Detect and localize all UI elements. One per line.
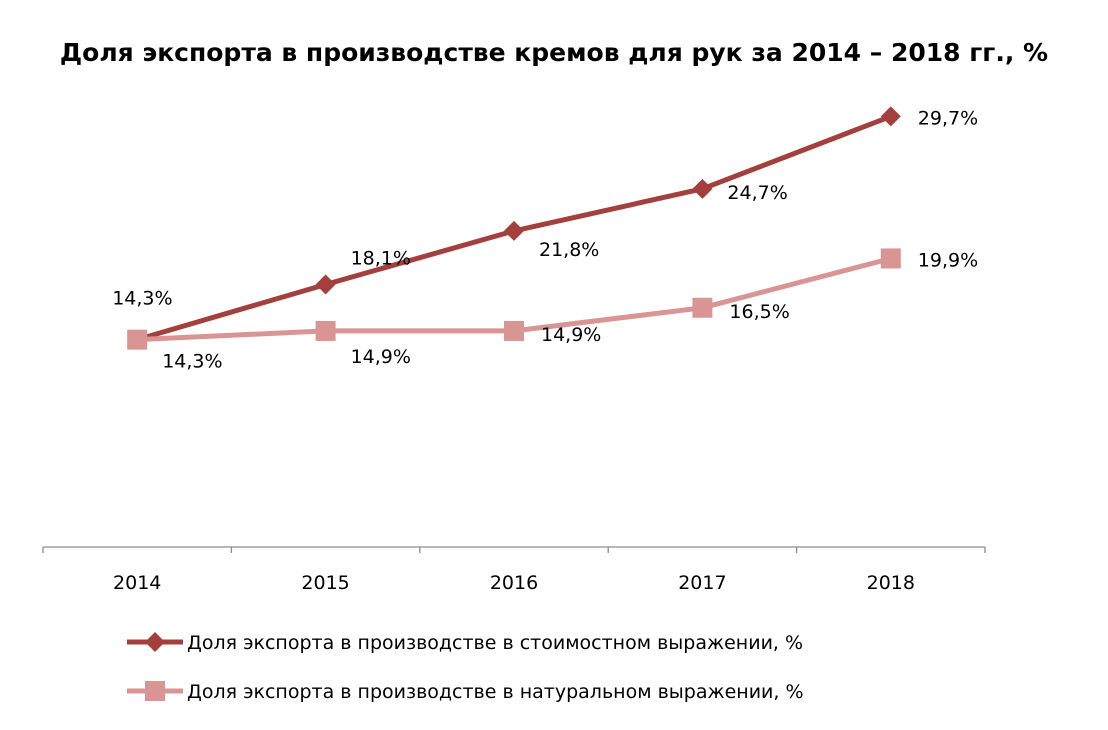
- x-tick-label: 2017: [678, 572, 726, 594]
- data-label: 21,8%: [539, 239, 599, 261]
- series-2-marker: [880, 248, 901, 269]
- data-label: 14,9%: [351, 346, 411, 368]
- series-1-marker: [504, 220, 524, 241]
- x-tick-label: 2018: [867, 572, 915, 594]
- data-label: 14,9%: [541, 324, 601, 346]
- data-label: 24,7%: [727, 182, 787, 204]
- x-axis: 2014 2015 2016 2017 2018: [42, 546, 986, 594]
- series-1-marker: [315, 274, 336, 295]
- chart-title: Доля экспорта в производстве кремов для …: [59, 38, 1049, 67]
- series-2-marker: [504, 320, 524, 341]
- series-1-marker: [692, 178, 713, 199]
- data-label: 18,1%: [351, 248, 411, 270]
- data-label: 19,9%: [918, 249, 978, 271]
- legend-label: Доля экспорта в производстве в стоимостн…: [187, 632, 803, 654]
- x-tick-label: 2016: [490, 572, 538, 594]
- data-label: 14,3%: [162, 351, 222, 373]
- x-tick-label: 2014: [113, 572, 161, 594]
- series-2-marker: [692, 297, 713, 318]
- legend-swatch-marker: [145, 632, 165, 652]
- series-2-marker: [315, 320, 336, 341]
- data-label: 14,3%: [112, 288, 172, 310]
- series-lines: [127, 106, 901, 350]
- series-1-marker: [880, 106, 901, 127]
- legend-label: Доля экспорта в производстве в натуральн…: [187, 681, 804, 703]
- legend-swatch-marker: [145, 681, 165, 701]
- legend: Доля экспорта в производстве в стоимостн…: [127, 632, 804, 703]
- x-tick-label: 2015: [301, 572, 349, 594]
- data-label: 16,5%: [729, 301, 789, 323]
- data-labels: 14,3% 18,1% 21,8% 24,7% 29,7% 14,3% 14,9% 14,9%…: [112, 107, 978, 372]
- data-label: 29,7%: [918, 107, 978, 129]
- series-2-marker: [127, 329, 148, 350]
